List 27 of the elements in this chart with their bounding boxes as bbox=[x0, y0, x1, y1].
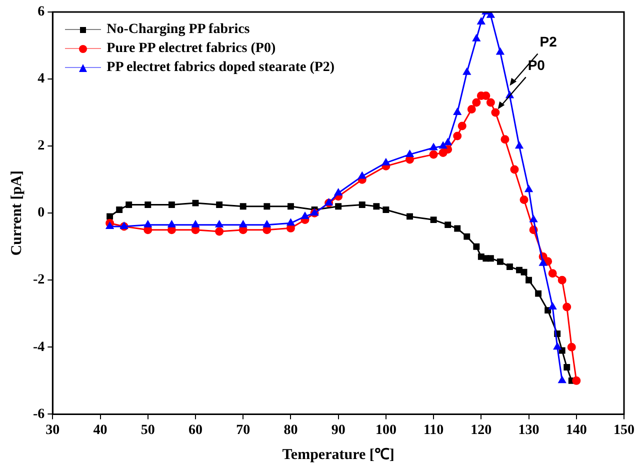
y-axis-title: Current [pA] bbox=[8, 170, 25, 256]
annotation: P2 bbox=[540, 34, 558, 50]
x-tick-label: 130 bbox=[518, 423, 540, 438]
y-tick-label: 6 bbox=[38, 4, 45, 20]
legend-label: PP electret fabrics doped stearate (P2) bbox=[106, 59, 335, 77]
x-tick-label: 110 bbox=[423, 423, 444, 438]
x-tick-label: 140 bbox=[566, 423, 587, 438]
y-tick-label: -2 bbox=[32, 272, 45, 288]
x-tick-label: 120 bbox=[470, 423, 492, 438]
x-tick-label: 80 bbox=[284, 423, 298, 438]
x-axis-title: Temperature [℃] bbox=[282, 446, 394, 463]
y-tick-label: -6 bbox=[32, 406, 45, 422]
x-tick-label: 90 bbox=[331, 423, 346, 438]
legend-label: No-Charging PP fabrics bbox=[106, 21, 250, 39]
y-tick-label: 2 bbox=[38, 138, 45, 154]
x-tick-label: 30 bbox=[46, 423, 60, 438]
annotation: P0 bbox=[528, 57, 546, 74]
x-tick-label: 70 bbox=[236, 423, 250, 438]
x-tick-label: 60 bbox=[188, 423, 202, 438]
legend-label: Pure PP electret fabrics (P0) bbox=[106, 40, 276, 58]
y-tick-label: -4 bbox=[32, 340, 45, 355]
y-tick-label: 0 bbox=[38, 206, 45, 221]
y-tick-label: 4 bbox=[38, 72, 45, 87]
x-tick-label: 50 bbox=[140, 423, 155, 438]
x-tick-label: 40 bbox=[93, 423, 108, 438]
x-tick-label: 150 bbox=[614, 423, 634, 438]
x-tick-label: 100 bbox=[375, 423, 396, 438]
